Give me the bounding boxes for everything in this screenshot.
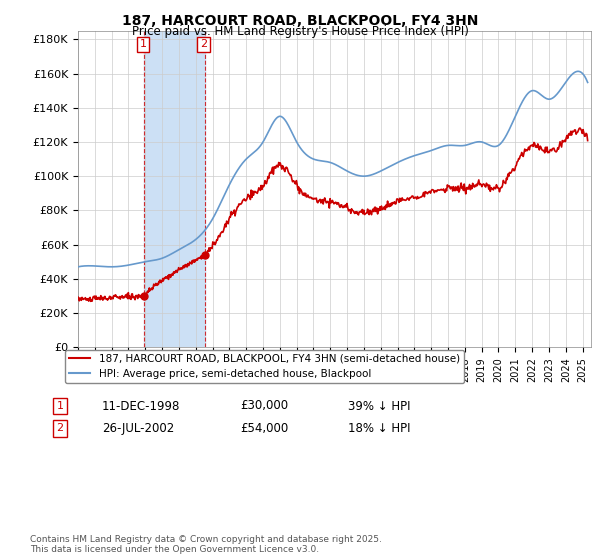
Text: 39% ↓ HPI: 39% ↓ HPI (348, 399, 410, 413)
Text: Price paid vs. HM Land Registry's House Price Index (HPI): Price paid vs. HM Land Registry's House … (131, 25, 469, 38)
Bar (145, 31, 205, 347)
Text: £54,000: £54,000 (240, 422, 288, 435)
Text: 1: 1 (139, 39, 146, 49)
Text: 11-DEC-1998: 11-DEC-1998 (102, 399, 181, 413)
Text: 2: 2 (56, 423, 64, 433)
Text: £30,000: £30,000 (240, 399, 288, 413)
Text: 26-JUL-2002: 26-JUL-2002 (102, 422, 174, 435)
Text: 187, HARCOURT ROAD, BLACKPOOL, FY4 3HN: 187, HARCOURT ROAD, BLACKPOOL, FY4 3HN (122, 14, 478, 28)
Text: 2: 2 (200, 39, 207, 49)
Legend: 187, HARCOURT ROAD, BLACKPOOL, FY4 3HN (semi-detached house), HPI: Average price: 187, HARCOURT ROAD, BLACKPOOL, FY4 3HN (… (65, 349, 464, 383)
Text: 18% ↓ HPI: 18% ↓ HPI (348, 422, 410, 435)
Text: 1: 1 (56, 401, 64, 411)
Text: Contains HM Land Registry data © Crown copyright and database right 2025.
This d: Contains HM Land Registry data © Crown c… (30, 535, 382, 554)
